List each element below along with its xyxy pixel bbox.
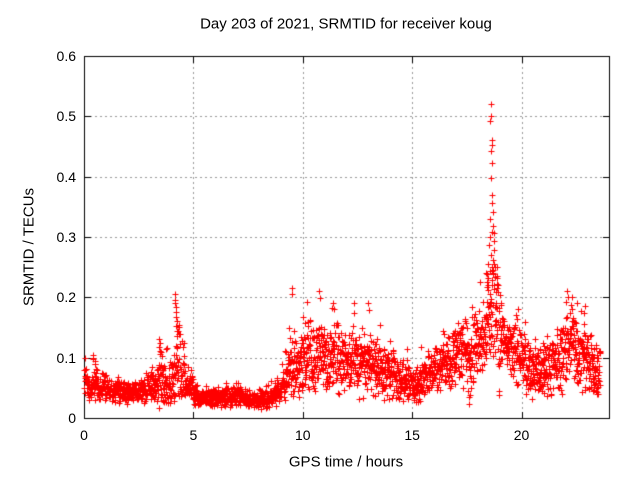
y-tick-label: 0.1	[56, 349, 76, 366]
y-tick-label: 0.5	[56, 108, 76, 125]
x-tick-label: 15	[404, 427, 420, 443]
y-tick-label: 0	[68, 410, 76, 426]
x-tick-label: 5	[189, 427, 198, 443]
y-tick-label: 0.4	[56, 168, 76, 185]
chart-title: Day 203 of 2021, SRMTID for receiver kou…	[200, 15, 492, 33]
y-tick-label: 0.6	[56, 48, 76, 64]
y-tick-label: 0.2	[56, 289, 76, 306]
x-tick-label: 10	[294, 427, 311, 443]
y-axis-label: SRMTID / TECUs	[20, 187, 38, 307]
x-axis-label: GPS time / hours	[288, 453, 404, 471]
x-tick-label: 20	[513, 427, 530, 443]
x-tick-label: 0	[80, 427, 88, 443]
y-tick-label: 0.3	[56, 229, 76, 245]
